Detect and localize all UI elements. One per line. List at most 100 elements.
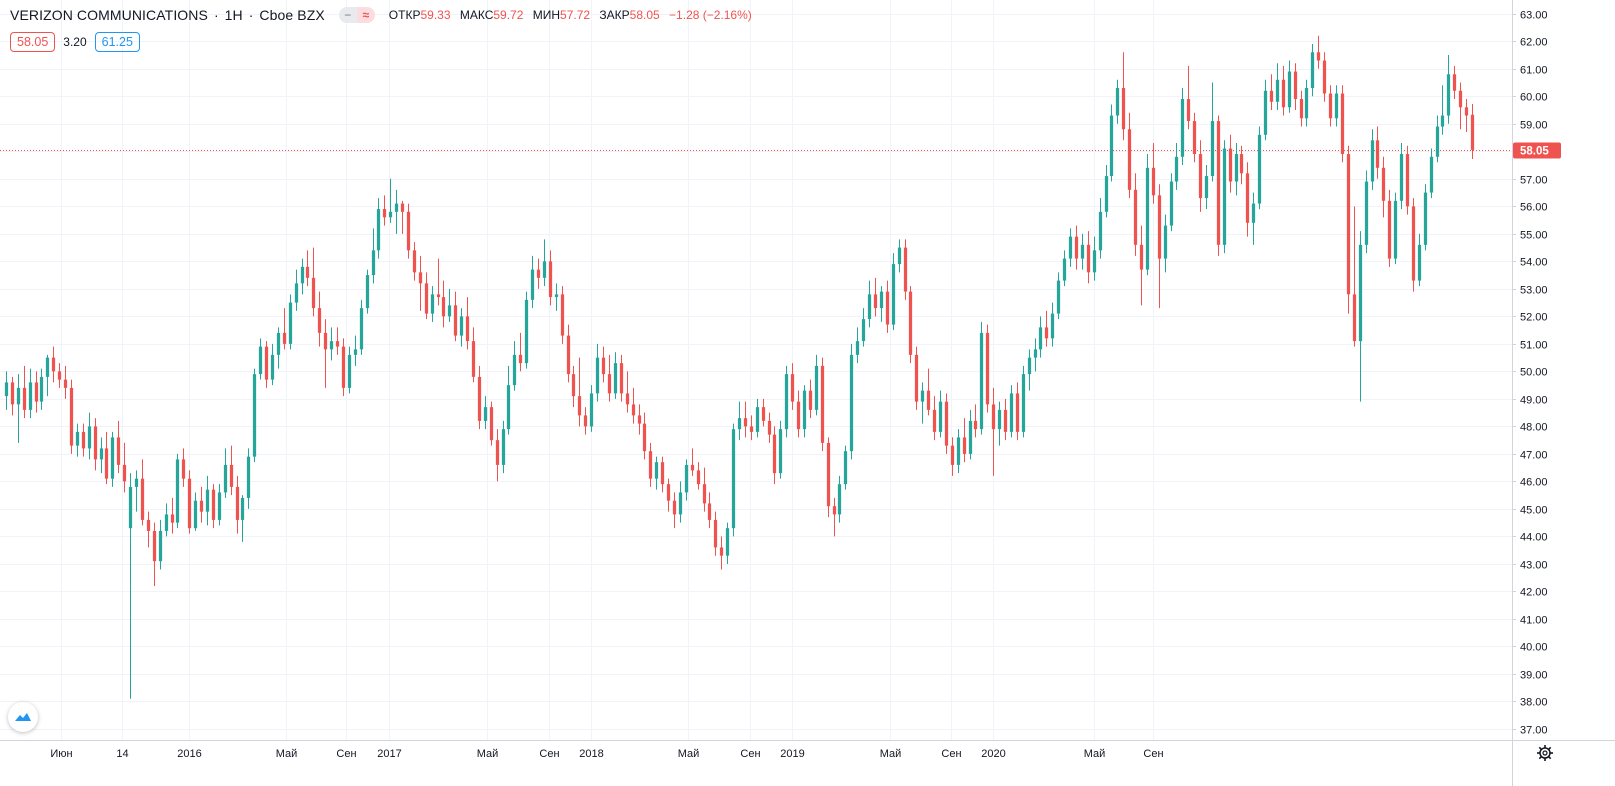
candle	[311, 247, 316, 317]
interval-label[interactable]: 1Н	[224, 7, 243, 23]
candle	[205, 475, 210, 526]
candle-body	[1133, 189, 1138, 245]
candle-body	[418, 272, 423, 284]
candle	[1458, 82, 1463, 130]
candle	[530, 255, 535, 309]
candle	[116, 420, 121, 474]
candle	[719, 536, 724, 570]
candle-body	[1340, 93, 1345, 155]
price-axis[interactable]: 63.0062.0061.0060.0059.0058.0057.0056.00…	[1512, 10, 1548, 737]
candle	[1121, 52, 1126, 141]
sell-price-button[interactable]: 58.05	[10, 32, 56, 52]
candle	[702, 467, 707, 512]
candle-body	[554, 294, 559, 298]
candle	[566, 324, 571, 383]
y-tick-label: 40.00	[1520, 642, 1548, 654]
candle-body	[146, 519, 151, 531]
candle-body	[459, 316, 464, 336]
candle	[725, 522, 730, 564]
candle	[968, 409, 973, 460]
candle-body	[341, 346, 346, 388]
legend-toggle[interactable]: − ≈	[338, 7, 375, 23]
change-value: −1.28 (−2.16%)	[669, 8, 752, 22]
candle	[518, 332, 523, 372]
candle	[666, 478, 671, 512]
candle-body	[702, 484, 707, 504]
candle-body	[1470, 114, 1475, 150]
candle-body	[1387, 200, 1392, 259]
candle-body	[1281, 79, 1286, 108]
candle-body	[45, 357, 50, 377]
y-tick-label: 59.00	[1520, 120, 1548, 132]
candle	[1062, 250, 1067, 287]
candle-body	[1033, 349, 1038, 358]
buy-price-button[interactable]: 61.25	[94, 32, 140, 52]
candle	[294, 269, 299, 311]
candle	[193, 492, 198, 531]
candle-body	[1003, 409, 1008, 432]
y-tick-label: 44.00	[1520, 532, 1548, 544]
candle-body	[1417, 244, 1422, 281]
candle-body	[518, 354, 523, 364]
candle-body	[158, 530, 163, 562]
candle-body	[778, 429, 783, 474]
candle	[1174, 143, 1179, 190]
candle	[471, 327, 476, 383]
candle	[1109, 104, 1114, 182]
candle	[684, 459, 689, 501]
candle	[217, 484, 222, 526]
candle-body	[1086, 244, 1091, 273]
candle	[832, 497, 837, 537]
candle-body	[678, 492, 683, 515]
candle	[1222, 140, 1227, 254]
candle-body	[87, 426, 92, 449]
candle-body	[1293, 71, 1298, 100]
candle-body	[34, 382, 39, 402]
candle-body	[465, 316, 470, 342]
time-axis[interactable]: Июн 14 2016 Май Сен 2017 Май Сен 2018 Май Сен 2019 М…	[50, 748, 1163, 760]
candle	[276, 327, 281, 369]
y-tick-label: 45.00	[1520, 505, 1548, 517]
candle	[1399, 143, 1404, 210]
symbol-name[interactable]: VERIZON COMMUNICATIONS	[10, 7, 208, 23]
svg-text:58.05: 58.05	[1520, 146, 1549, 158]
candle-body	[305, 266, 310, 278]
candle-body	[802, 390, 807, 430]
candle-body	[1411, 206, 1416, 281]
candle	[75, 423, 80, 457]
candle	[93, 418, 98, 471]
candle-body	[1174, 156, 1179, 182]
candle	[1328, 85, 1333, 127]
candle	[1104, 165, 1109, 218]
candle-body	[790, 374, 795, 402]
candle	[1204, 165, 1209, 210]
tradingview-logo-icon[interactable]	[8, 702, 38, 732]
candle-body	[1257, 134, 1262, 204]
candle-body	[743, 418, 748, 427]
x-tick-label: Май	[880, 748, 902, 760]
candle-body	[920, 390, 925, 402]
candle-body	[1275, 79, 1280, 102]
candle-body	[725, 528, 730, 556]
approx-icon[interactable]: ≈	[356, 7, 375, 23]
candle	[282, 308, 287, 350]
candle-body	[648, 451, 653, 479]
candle	[1275, 63, 1280, 111]
candle	[767, 412, 772, 443]
candle	[323, 319, 328, 388]
candle	[548, 250, 553, 306]
candle	[619, 354, 624, 402]
candle-body	[323, 332, 328, 350]
candle-body	[696, 470, 701, 485]
candle	[713, 511, 718, 556]
candle	[950, 437, 955, 476]
candle	[790, 363, 795, 410]
candle	[1304, 79, 1309, 127]
gear-icon[interactable]	[1535, 743, 1555, 763]
candle-body	[985, 332, 990, 405]
candle-body	[506, 385, 511, 430]
minus-icon[interactable]: −	[338, 7, 357, 23]
x-tick-label: 2020	[981, 748, 1005, 760]
candle	[10, 376, 15, 416]
